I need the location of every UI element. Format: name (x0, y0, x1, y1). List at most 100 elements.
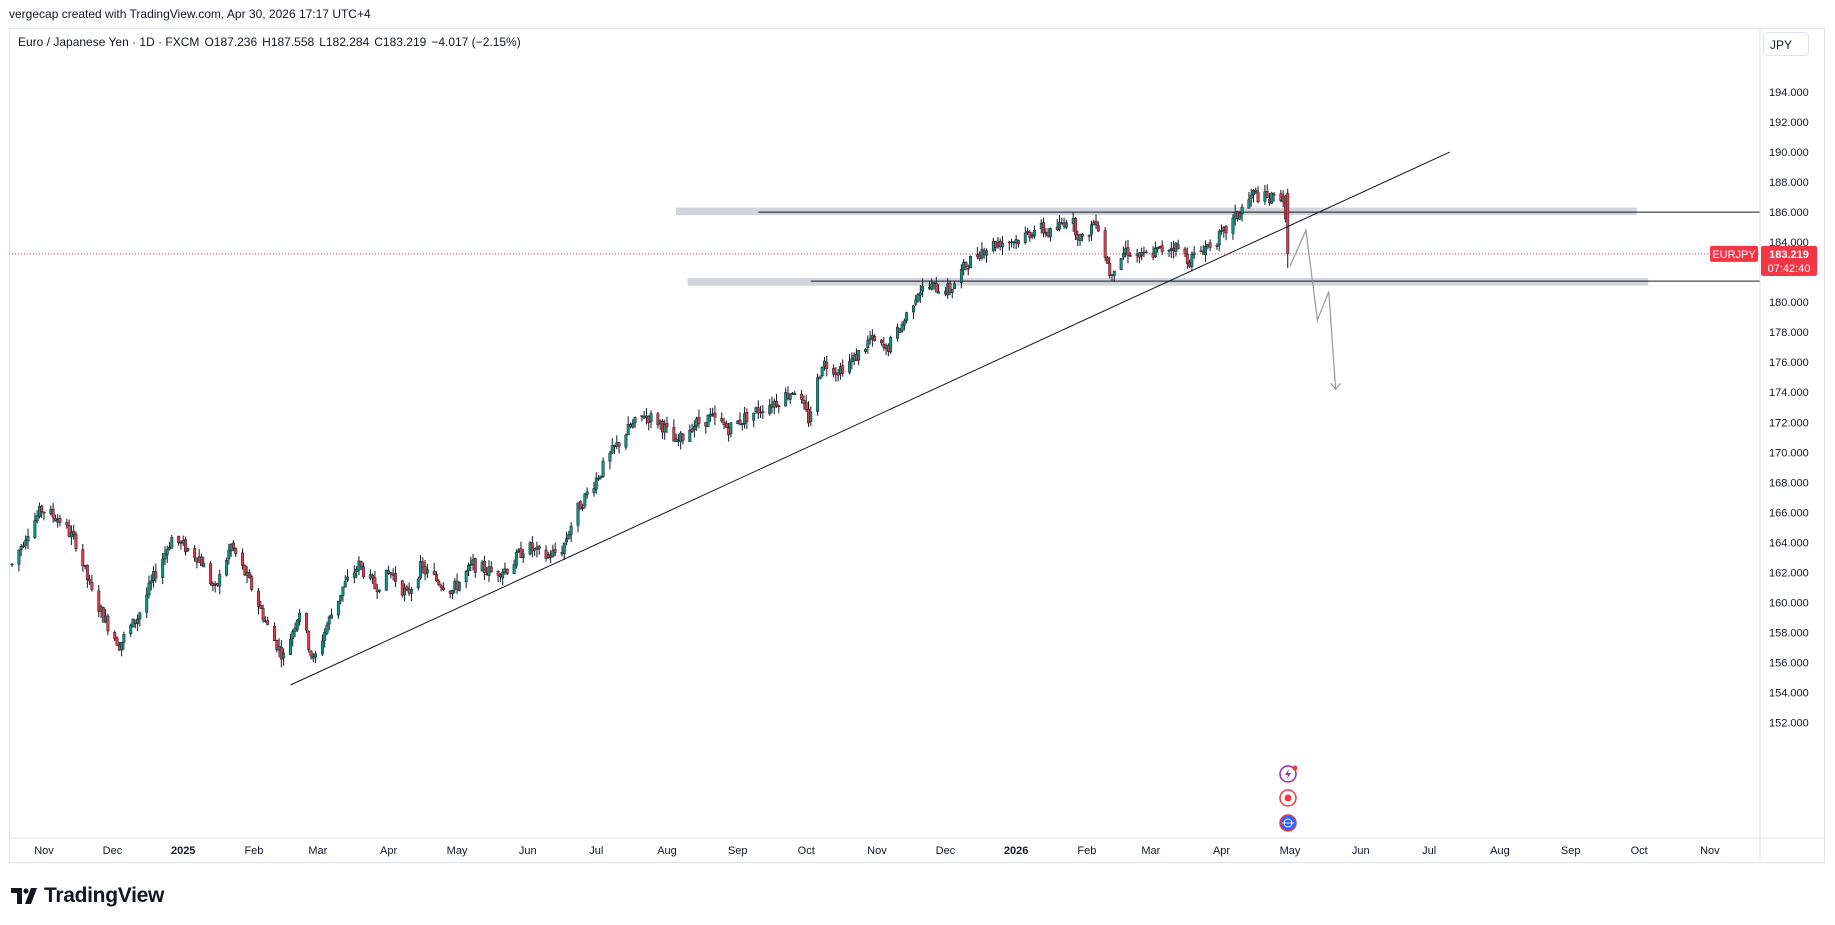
candle (809, 406, 813, 427)
price-tag-value: 183.219 (1769, 249, 1809, 261)
y-tick-label: 188.000 (1769, 177, 1809, 189)
tradingview-logo[interactable]: TradingView (11, 884, 164, 908)
candle-body (359, 561, 363, 567)
candle-body (336, 600, 340, 616)
candle (889, 335, 893, 355)
candle (247, 568, 251, 579)
candle-body (1249, 194, 1253, 199)
candle (745, 408, 749, 429)
y-tick-label: 156.000 (1769, 657, 1809, 669)
candle-body (323, 631, 327, 641)
candle (304, 612, 308, 634)
candle-body (186, 548, 190, 552)
candle-body (165, 549, 169, 556)
candle-body (26, 536, 30, 542)
candle-body (932, 282, 936, 284)
candle (1156, 246, 1160, 253)
candle-body (106, 615, 110, 632)
candle-body (243, 564, 247, 576)
candle-body (346, 576, 349, 581)
projection-arrowhead (1330, 382, 1342, 391)
candle (1128, 252, 1132, 257)
candle-body (161, 558, 165, 578)
candle-body (177, 535, 181, 543)
candle-body (314, 653, 318, 658)
candle (599, 475, 603, 480)
candle-body (129, 625, 133, 635)
last-price-tag: EURJPY 183.219 07:42:40 (1710, 245, 1817, 276)
candle-body (1144, 251, 1148, 254)
candle-body (261, 608, 265, 621)
candle-body (40, 505, 44, 512)
candle (298, 609, 302, 626)
globe-icon[interactable] (1279, 814, 1297, 832)
candle (1265, 184, 1269, 199)
chart-frame[interactable] (9, 28, 1825, 863)
currency-selector[interactable]: JPY (1763, 32, 1809, 56)
candle-body (241, 552, 244, 566)
x-tick-label: 2026 (1004, 845, 1028, 857)
candle (147, 575, 151, 599)
candle (145, 587, 149, 618)
candle-body (836, 372, 840, 376)
candle-body (154, 571, 158, 579)
y-tick-label: 154.000 (1769, 687, 1809, 699)
candle-body (51, 508, 55, 518)
candle-body (282, 652, 286, 659)
candle-body (113, 632, 117, 639)
symbol-tag-label: EURJPY (1712, 249, 1756, 261)
candle (1030, 232, 1034, 240)
candle-body (900, 324, 904, 332)
candle (724, 420, 728, 429)
candle-body (665, 423, 669, 427)
candle (752, 412, 756, 428)
candle (1220, 224, 1223, 235)
candle-body (170, 537, 174, 549)
candle-body (218, 574, 222, 587)
candle (1190, 251, 1194, 272)
candle-body (24, 539, 28, 546)
x-tick-label: Mar (1141, 845, 1160, 857)
candle-body (969, 255, 972, 269)
candle (336, 600, 340, 619)
candle (234, 547, 238, 558)
candle (88, 574, 92, 585)
candle (672, 419, 676, 442)
flash-icon[interactable] (1279, 765, 1298, 783)
candle-body (631, 423, 635, 428)
candle-body (1126, 247, 1130, 256)
candle-body (857, 350, 861, 361)
candle (202, 556, 206, 568)
candle (451, 589, 454, 599)
candle-body (400, 580, 404, 596)
candle (1094, 214, 1098, 229)
candle-body (640, 415, 644, 417)
candle-body (889, 337, 893, 353)
candle-body (738, 419, 742, 425)
candle-body (149, 580, 153, 584)
trend-line (290, 151, 1450, 686)
candle-body (389, 572, 393, 575)
candle (816, 373, 820, 416)
candle (387, 565, 391, 575)
y-tick-label: 160.000 (1769, 597, 1809, 609)
candle (950, 288, 954, 299)
candle-body (384, 569, 388, 591)
candle (405, 584, 409, 592)
candle-body (496, 570, 500, 576)
price-tag-bg (1761, 245, 1817, 276)
candle-body (1208, 242, 1212, 248)
candle (576, 502, 580, 533)
candle (419, 555, 422, 580)
candle (1058, 215, 1061, 232)
record-icon-dot (1284, 794, 1292, 802)
candle-body (868, 338, 872, 341)
record-icon[interactable] (1279, 789, 1297, 807)
candle-body (355, 569, 359, 573)
candle-body (90, 581, 94, 590)
candle (371, 573, 375, 585)
candle (857, 350, 861, 366)
candle-body (934, 283, 938, 293)
candle (170, 534, 174, 549)
